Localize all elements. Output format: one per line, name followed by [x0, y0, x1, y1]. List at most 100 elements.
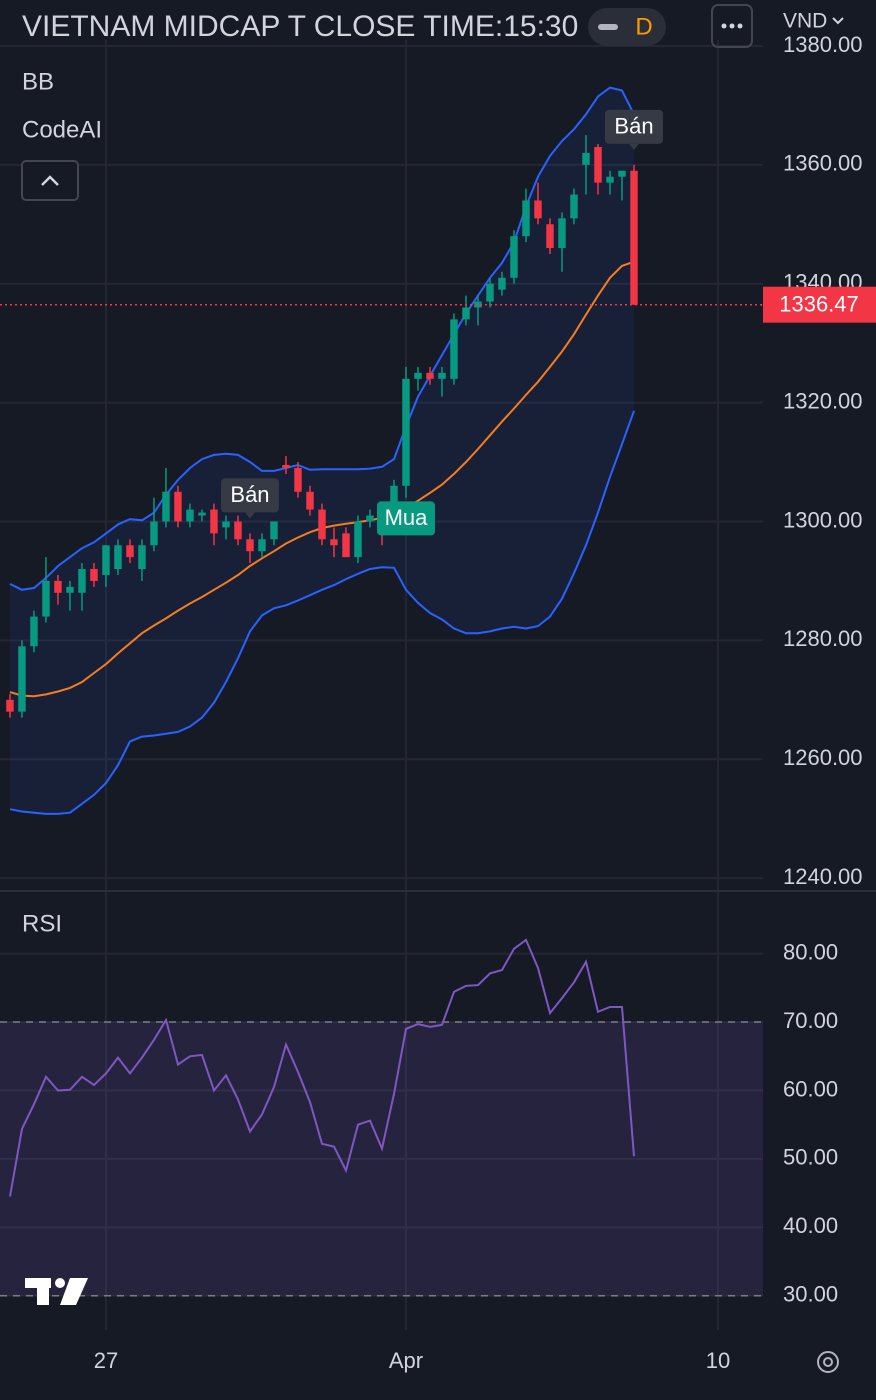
signal-pointer: [244, 512, 255, 519]
candle-body: [150, 521, 158, 546]
signal: Mua: [376, 501, 435, 536]
candle-body: [534, 200, 542, 219]
signal-label: Bán: [230, 482, 269, 507]
logo-part: [37, 1278, 49, 1305]
candle-body: [450, 319, 458, 379]
candle-body: [78, 569, 86, 593]
candle-body: [222, 521, 230, 528]
candle-body: [366, 515, 374, 522]
candle-body: [354, 521, 362, 558]
candle-body: [438, 372, 446, 379]
candle-body: [558, 218, 566, 249]
candle-body: [582, 152, 590, 165]
y-tick-label: 1300.00: [783, 507, 863, 532]
signal-box: [376, 501, 435, 536]
indicator-line: [9, 86, 635, 591]
y-tick-label: 80.00: [783, 939, 838, 964]
logo-part: [60, 1278, 88, 1305]
y-tick-label: 60.00: [783, 1076, 838, 1101]
candle-body: [198, 512, 206, 516]
chevron-down: [832, 17, 844, 25]
y-tick-label: 1260.00: [783, 745, 863, 770]
overlay-layer: VIETNAM MIDCAP T CLOSE TIME:15:30 D VND …: [0, 4, 876, 1373]
dot: [737, 23, 743, 29]
x-tick-label: 10: [706, 1348, 730, 1373]
y-tick-label: 1380.00: [783, 32, 863, 57]
interval[interactable]: D: [635, 13, 652, 40]
candle-body: [234, 521, 242, 540]
candle-body: [270, 521, 278, 540]
candle-body: [138, 545, 146, 570]
candle-body: [258, 539, 266, 552]
candle-body: [246, 539, 254, 552]
plot-layer: [0, 86, 763, 1297]
candle-body: [282, 465, 290, 468]
candle-body: [306, 491, 314, 510]
candle-body: [426, 372, 434, 379]
signal-pointer: [628, 143, 639, 150]
rsi-line: [9, 938, 635, 1197]
logo: [25, 1278, 88, 1305]
candle-body: [210, 509, 218, 534]
y-tick-label: 30.00: [783, 1282, 838, 1307]
candle-body: [546, 224, 554, 249]
indicator-label: BB: [22, 68, 54, 95]
candle-body: [342, 533, 350, 558]
y-tick-label: 70.00: [783, 1008, 838, 1033]
y-tick-label: 1320.00: [783, 388, 863, 413]
candle-body: [414, 372, 422, 379]
candle-body: [474, 301, 482, 308]
currency[interactable]: VND: [783, 10, 827, 33]
signal: Bán: [604, 109, 663, 150]
y-tick-label: 1360.00: [783, 151, 863, 176]
candle-body: [186, 509, 194, 522]
candle-body: [570, 194, 578, 219]
candle-body: [330, 539, 338, 546]
more-button[interactable]: [711, 4, 753, 48]
candle-body: [630, 170, 638, 305]
price-label: 1336.47: [779, 292, 859, 317]
candle-body: [522, 200, 530, 237]
candle-body: [606, 176, 614, 183]
candle-body: [102, 545, 110, 575]
dot: [729, 23, 735, 29]
collapse-button[interactable]: [21, 160, 79, 201]
candle-body: [498, 277, 506, 290]
candle-body: [54, 580, 62, 593]
candle-body: [42, 580, 50, 617]
y-tick-label: 50.00: [783, 1145, 838, 1170]
x-tick-label: 27: [94, 1348, 118, 1373]
signal-box: [604, 109, 663, 144]
candle-body: [618, 170, 626, 177]
candle-body: [486, 283, 494, 302]
chevron-up: [41, 175, 59, 186]
y-tick-label: 1280.00: [783, 626, 863, 651]
symbol-title: VIETNAM MIDCAP T CLOSE TIME:15:30: [22, 10, 578, 43]
indicator-line: [9, 410, 635, 815]
candle-body: [6, 699, 14, 712]
candle-body: [294, 467, 302, 492]
indicator-label: CodeAI: [22, 116, 102, 143]
settings-icon[interactable]: [817, 1351, 839, 1373]
gear: [817, 1351, 839, 1373]
y-tick-label: 1240.00: [783, 864, 863, 889]
candle-body: [462, 307, 470, 320]
grid-layer: [0, 40, 763, 1330]
logo-part: [55, 1278, 65, 1288]
candle-body: [510, 236, 518, 278]
candle-body: [30, 616, 38, 647]
price-label-box: [763, 286, 876, 323]
candle-body: [90, 569, 98, 581]
gear-hole: [823, 1357, 833, 1367]
candle-body: [174, 491, 182, 522]
toggle-pill[interactable]: [588, 8, 666, 46]
candle-body: [162, 491, 170, 522]
rsi-title: RSI: [22, 910, 62, 937]
candle-body: [126, 545, 134, 558]
candle-body: [114, 545, 122, 570]
signal-label: Mua: [385, 505, 429, 530]
rsi-band: [0, 1022, 763, 1296]
